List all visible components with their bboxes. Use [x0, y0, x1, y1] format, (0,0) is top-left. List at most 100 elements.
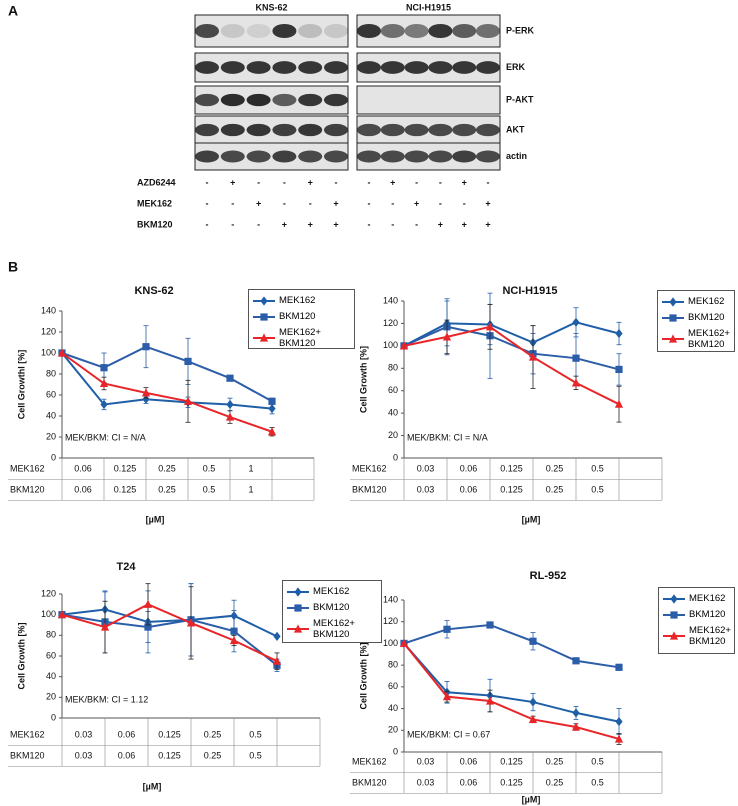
annotation: MEK/BKM: CI = 0.67: [407, 729, 490, 739]
y-tick-label: 40: [388, 703, 398, 713]
data-point: [141, 388, 151, 397]
data-point: [572, 317, 580, 327]
data-point: [186, 618, 196, 627]
dose-value: 0.5: [203, 463, 216, 473]
dose-value: 0.25: [158, 484, 176, 494]
treatment-sign: -: [368, 219, 371, 229]
y-tick-label: 20: [46, 431, 56, 441]
legend-swatch: [662, 334, 684, 343]
dose-value: 0.03: [75, 729, 93, 739]
cell-line-label: NCI-H1915: [406, 2, 451, 12]
dose-value: 0.06: [74, 463, 92, 473]
y-tick-label: 120: [41, 588, 56, 598]
treatment-sign: -: [206, 219, 209, 229]
blot-band: [452, 150, 477, 163]
blot-label: AKT: [506, 124, 525, 134]
dose-value: 0.03: [417, 463, 435, 473]
y-tick-label: 40: [46, 410, 56, 420]
blot-band: [324, 123, 348, 137]
blot-band: [380, 23, 405, 39]
blot-band: [357, 123, 381, 137]
blot-frame: [194, 85, 349, 115]
treatment-sign: -: [231, 198, 234, 208]
y-axis-label: Cell Growthl [%]: [16, 350, 26, 420]
legend-label: MEK162+ BKM120: [688, 328, 730, 350]
legend-marker: [260, 295, 268, 306]
legend-marker: [670, 593, 678, 604]
dose-row-label: BKM120: [10, 750, 45, 760]
legend-label: BKM120: [688, 312, 725, 323]
x-axis-label: [µM]: [143, 781, 162, 791]
y-tick-label: 140: [383, 295, 398, 305]
legend-marker: [669, 313, 677, 322]
dose-value: 0.125: [500, 463, 523, 473]
legend-item: MEK162+ BKM120: [662, 328, 730, 350]
legend-marker: [259, 333, 269, 342]
legend-item: MEK162: [287, 586, 377, 597]
legend-marker: [293, 624, 303, 633]
y-tick-label: 60: [46, 389, 56, 399]
data-point: [615, 663, 623, 671]
panel-label: A: [8, 3, 18, 19]
blot-band: [404, 150, 429, 163]
legend-item: BKM120: [663, 609, 730, 620]
blot-band: [220, 93, 245, 107]
data-point: [267, 427, 277, 436]
legend-marker: [669, 296, 677, 307]
blot-band: [220, 61, 245, 74]
data-point: [268, 397, 276, 405]
legend-item: BKM120: [253, 311, 350, 322]
data-point: [273, 631, 281, 641]
dose-value: 0.25: [546, 484, 564, 494]
treatment-sign: +: [282, 219, 287, 229]
y-tick-label: 80: [388, 363, 398, 373]
blot-band: [428, 61, 453, 74]
series-line: [403, 623, 620, 669]
legend-swatch: [662, 313, 684, 322]
data-point: [229, 635, 239, 645]
dose-value: 1: [248, 463, 253, 473]
blot-band: [298, 93, 323, 107]
x-axis-label: [µM]: [146, 514, 165, 524]
blot-band: [195, 61, 219, 74]
data-point: [57, 610, 67, 619]
treatment-sign: -: [439, 177, 442, 187]
data-point: [571, 722, 581, 731]
blot-band: [324, 61, 348, 74]
blot-band: [298, 61, 323, 74]
y-tick-label: 20: [46, 692, 56, 702]
blot-frame: [194, 52, 349, 83]
blot-band: [380, 123, 405, 137]
data-point: [143, 599, 153, 608]
data-point: [442, 332, 452, 341]
legend-marker: [670, 610, 678, 619]
blot-frame: [356, 85, 501, 115]
data-point: [615, 717, 623, 727]
treatment-sign: -: [283, 198, 286, 208]
y-tick-label: 60: [388, 385, 398, 395]
blot-band: [272, 150, 297, 163]
blot-band: [298, 150, 323, 163]
annotation: MEK/BKM: CI = 1.12: [65, 694, 148, 704]
y-tick-label: 20: [388, 725, 398, 735]
y-tick-label: 0: [51, 452, 56, 462]
legend-item: MEK162+ BKM120: [253, 327, 350, 349]
legend-marker: [260, 312, 268, 321]
data-point: [442, 692, 452, 701]
blot-band: [452, 23, 477, 39]
chart-title: RL-952: [530, 570, 567, 582]
treatment-sign: -: [206, 198, 209, 208]
dose-value: 0.06: [118, 750, 136, 760]
y-tick-label: 0: [393, 452, 398, 462]
dose-value: 0.125: [500, 777, 523, 787]
dose-row-label: MEK162: [352, 756, 387, 766]
series-line: [61, 603, 278, 663]
series-line: [61, 352, 273, 410]
data-point: [528, 714, 538, 724]
data-point: [572, 354, 580, 362]
y-tick-label: 60: [388, 681, 398, 691]
treatment-sign: +: [308, 177, 313, 187]
data-point: [571, 378, 581, 387]
series-line: [61, 608, 278, 638]
